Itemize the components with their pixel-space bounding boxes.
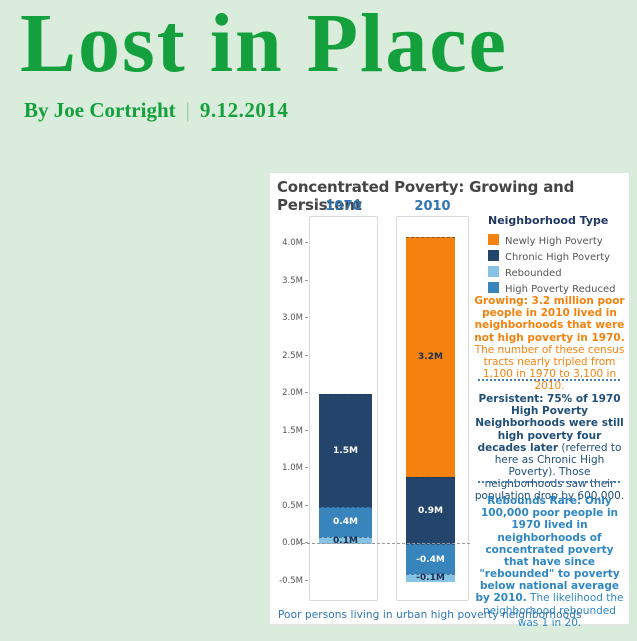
legend-swatch-newly-high-poverty	[488, 234, 499, 245]
bar-segment-value: 3.2M	[418, 352, 443, 362]
bar-segment-high-poverty-reduced: -0.4M	[406, 544, 455, 574]
y-axis-tick: 3.5M	[270, 276, 308, 287]
legend-item: Chronic High Poverty	[488, 247, 616, 263]
legend: Neighborhood Type Newly High Poverty Chr…	[488, 214, 616, 295]
annotation-rebounds: Rebounds Rare: Only 100,000 poor people …	[475, 495, 624, 629]
y-axis-tick: 0.0M	[270, 538, 308, 549]
y-axis-tick: -0.5M	[270, 576, 308, 587]
stacked-bar-2010: 3.2M 0.9M -0.4M -0.1M	[406, 236, 455, 584]
annotation-growing: Growing: 3.2 million poor people in 2010…	[474, 295, 625, 393]
annotation-growing-heading: Growing:	[474, 295, 528, 307]
legend-title: Neighborhood Type	[488, 214, 609, 227]
legend-swatch-rebounded	[488, 266, 499, 277]
dotted-separator	[478, 481, 620, 483]
bar-segment-value: 0.9M	[418, 505, 443, 516]
y-axis-tick: 3.0M	[270, 313, 308, 324]
bar-segment-value: 1.5M	[333, 445, 358, 456]
bar-segment-newly-high-poverty: 3.2M	[406, 236, 455, 477]
bar-segment-chronic-high-poverty: 1.5M	[319, 394, 372, 507]
page-title: Lost in Place	[20, 0, 508, 90]
byline: By Joe Cortright | 9.12.2014	[24, 98, 288, 123]
legend-item: High Poverty Reduced	[488, 279, 616, 295]
y-axis-tick: 2.0M	[270, 388, 308, 399]
legend-item: Rebounded	[488, 263, 616, 279]
annotation-rebounds-heading: Rebounds Rare:	[487, 495, 582, 507]
bar-segment-value: -0.4M	[416, 554, 445, 565]
column-header-2010: 2010	[414, 199, 451, 214]
y-axis-tick: 1.5M	[270, 426, 308, 437]
bar-segment-rebounded: -0.1M	[406, 573, 455, 584]
y-axis-tick: 1.0M	[270, 463, 308, 474]
dotted-separator	[478, 379, 620, 381]
chart-footnote: Poor persons living in urban high povert…	[278, 609, 582, 621]
legend-swatch-chronic-high-poverty	[488, 250, 499, 261]
bar-segment-high-poverty-reduced: 0.4M	[319, 506, 372, 537]
bar-segment-value: 0.1M	[333, 535, 358, 546]
byline-separator: |	[185, 98, 190, 122]
legend-item: Newly High Poverty	[488, 231, 616, 247]
annotation-persistent-heading: Persistent:	[478, 393, 544, 405]
stacked-bar-1970: 1.5M 0.4M 0.1M	[319, 394, 372, 546]
byline-date: 9.12.2014	[199, 98, 289, 122]
y-axis-tick: 0.5M	[270, 501, 308, 512]
column-header-1970: 1970	[325, 199, 362, 214]
chart-card: Concentrated Poverty: Growing and Persis…	[269, 172, 630, 629]
y-axis-tick: 2.5M	[270, 351, 308, 362]
plot-panel-2010: 3.2M 0.9M -0.4M -0.1M	[396, 216, 469, 601]
bar-segment-value: 0.4M	[333, 517, 358, 527]
legend-swatch-high-poverty-reduced	[488, 282, 499, 293]
zero-baseline	[297, 543, 470, 544]
annotation-persistent: Persistent: 75% of 1970 High Poverty Nei…	[474, 393, 625, 503]
bar-segment-value: -0.1M	[416, 573, 445, 584]
bar-segment-chronic-high-poverty: 0.9M	[406, 476, 455, 544]
y-axis-tick: 4.0M	[270, 238, 308, 249]
chart-title: Concentrated Poverty: Growing and Persis…	[277, 178, 575, 214]
byline-author: By Joe Cortright	[24, 98, 176, 122]
